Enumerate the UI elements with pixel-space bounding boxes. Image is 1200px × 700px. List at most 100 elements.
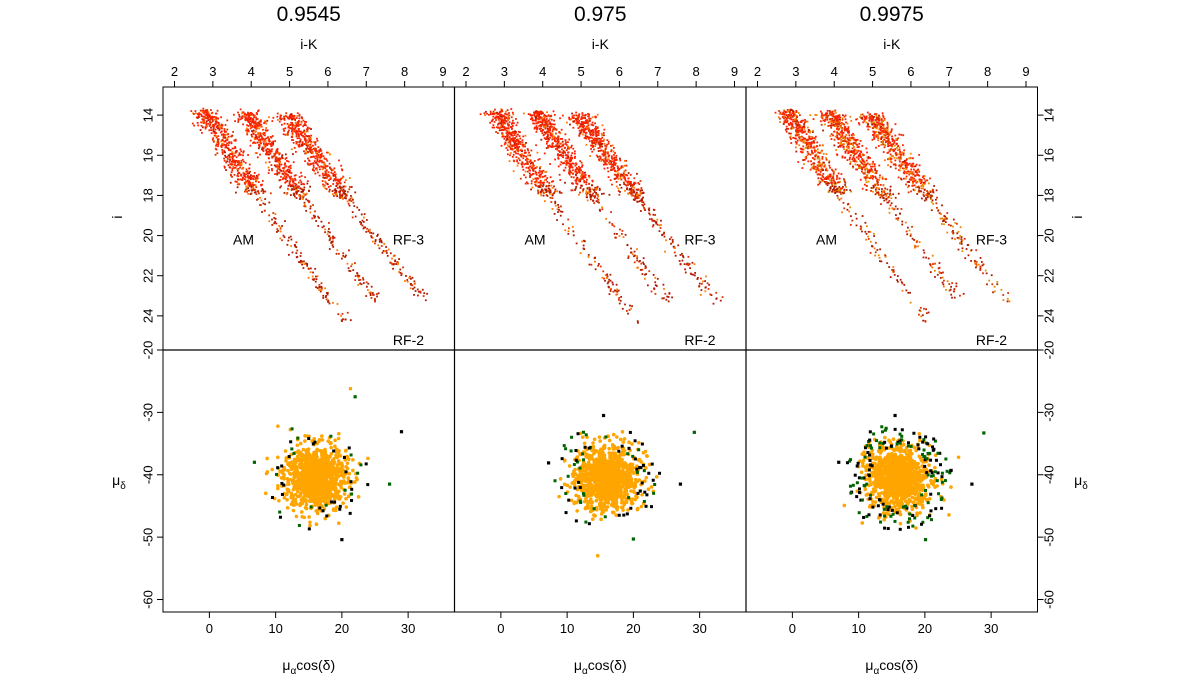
cmd-point: [369, 294, 372, 297]
cmd-point: [843, 180, 846, 183]
cmd-point: [530, 182, 533, 185]
cmd-point: [710, 294, 713, 297]
cmd-point: [872, 184, 875, 187]
cmd-point: [215, 112, 217, 115]
cmd-point: [494, 108, 496, 111]
cmd-point: [564, 143, 567, 145]
cmd-point: [539, 173, 542, 176]
cmd-point: [686, 262, 689, 265]
cmd-point: [537, 171, 540, 174]
cmd-point: [511, 155, 514, 158]
cmd-point: [798, 114, 801, 117]
cmd-point: [802, 140, 805, 143]
cmd-point: [305, 124, 307, 127]
cmd-point: [539, 110, 542, 113]
cmd-point: [305, 192, 308, 195]
cmd-point: [623, 175, 626, 178]
cmd-point: [500, 126, 503, 129]
cmd-point: [314, 157, 317, 160]
cmd-point: [283, 192, 286, 194]
cmd-point: [314, 141, 317, 144]
cmd-point: [853, 150, 856, 153]
cmd-point: [511, 127, 513, 130]
cmd-point: [295, 187, 298, 189]
cmd-point: [562, 156, 564, 159]
cmd-point: [516, 121, 519, 124]
cmd-point: [234, 180, 237, 183]
cmd-point: [203, 112, 205, 115]
cmd-point: [792, 118, 795, 121]
cmd-point: [532, 169, 535, 172]
cmd-point: [556, 219, 558, 221]
cmd-point: [543, 152, 546, 155]
cmd-point: [624, 169, 627, 172]
cmd-point: [237, 111, 239, 114]
cmd-point: [276, 170, 279, 172]
cmd-point: [881, 192, 883, 194]
cmd-point: [351, 211, 354, 214]
cmd-point: [531, 186, 534, 189]
cmd-point: [272, 140, 275, 143]
cmd-point: [303, 124, 306, 127]
cmd-point: [815, 149, 818, 152]
cmd-point: [721, 296, 724, 299]
cmd-point: [924, 320, 927, 323]
cmd-point: [276, 228, 279, 231]
cmd-point: [864, 167, 867, 170]
cmd-point: [700, 277, 702, 280]
cmd-point: [589, 198, 592, 201]
cmd-point: [234, 145, 236, 148]
cmd-point: [832, 174, 835, 177]
cmd-point: [556, 142, 559, 145]
cmd-point: [709, 293, 712, 296]
cmd-point: [304, 176, 306, 179]
cmd-point: [581, 184, 583, 187]
cmd-point: [537, 192, 540, 195]
cmd-point: [794, 114, 797, 117]
cmd-point: [839, 119, 841, 121]
cmd-point: [422, 295, 425, 297]
cmd-point: [297, 190, 300, 192]
cmd-point: [651, 225, 654, 228]
cmd-point: [585, 120, 588, 123]
cmd-point: [861, 162, 863, 165]
cmd-point: [539, 120, 542, 123]
cmd-point: [837, 189, 840, 192]
cmd-point: [271, 156, 274, 159]
cmd-point: [571, 112, 574, 115]
cmd-point: [831, 114, 834, 117]
cmd-point: [847, 126, 850, 129]
cmd-point: [1000, 288, 1003, 291]
cmd-point: [929, 263, 931, 266]
cmd-point: [795, 137, 797, 140]
cmd-point: [249, 193, 252, 196]
cmd-point: [602, 150, 605, 152]
cmd-point: [849, 143, 851, 146]
cmd-point: [324, 228, 326, 231]
cmd-point: [866, 156, 869, 159]
cmd-point: [868, 163, 871, 166]
cmd-point: [864, 168, 867, 171]
cmd-point: [342, 175, 345, 178]
cmd-point: [831, 110, 834, 113]
cmd-point: [828, 160, 831, 163]
cmd-point: [238, 152, 241, 155]
cmd-point: [277, 158, 280, 161]
cmd-point: [877, 254, 880, 257]
cmd-point: [583, 131, 586, 134]
cmd-point: [339, 190, 342, 192]
cmd-point: [862, 160, 865, 163]
cmd-point: [836, 187, 839, 190]
cmd-point: [816, 148, 819, 151]
cmd-point: [524, 134, 527, 137]
cmd-point: [413, 286, 416, 289]
cmd-point: [251, 188, 253, 191]
cmd-point: [247, 183, 250, 185]
cmd-point: [629, 173, 632, 176]
cmd-point: [288, 116, 291, 118]
cmd-point: [360, 283, 363, 286]
cmd-point: [502, 129, 505, 132]
cmd-point: [797, 131, 800, 134]
cmd-point: [595, 186, 598, 189]
cmd-point: [889, 185, 892, 188]
